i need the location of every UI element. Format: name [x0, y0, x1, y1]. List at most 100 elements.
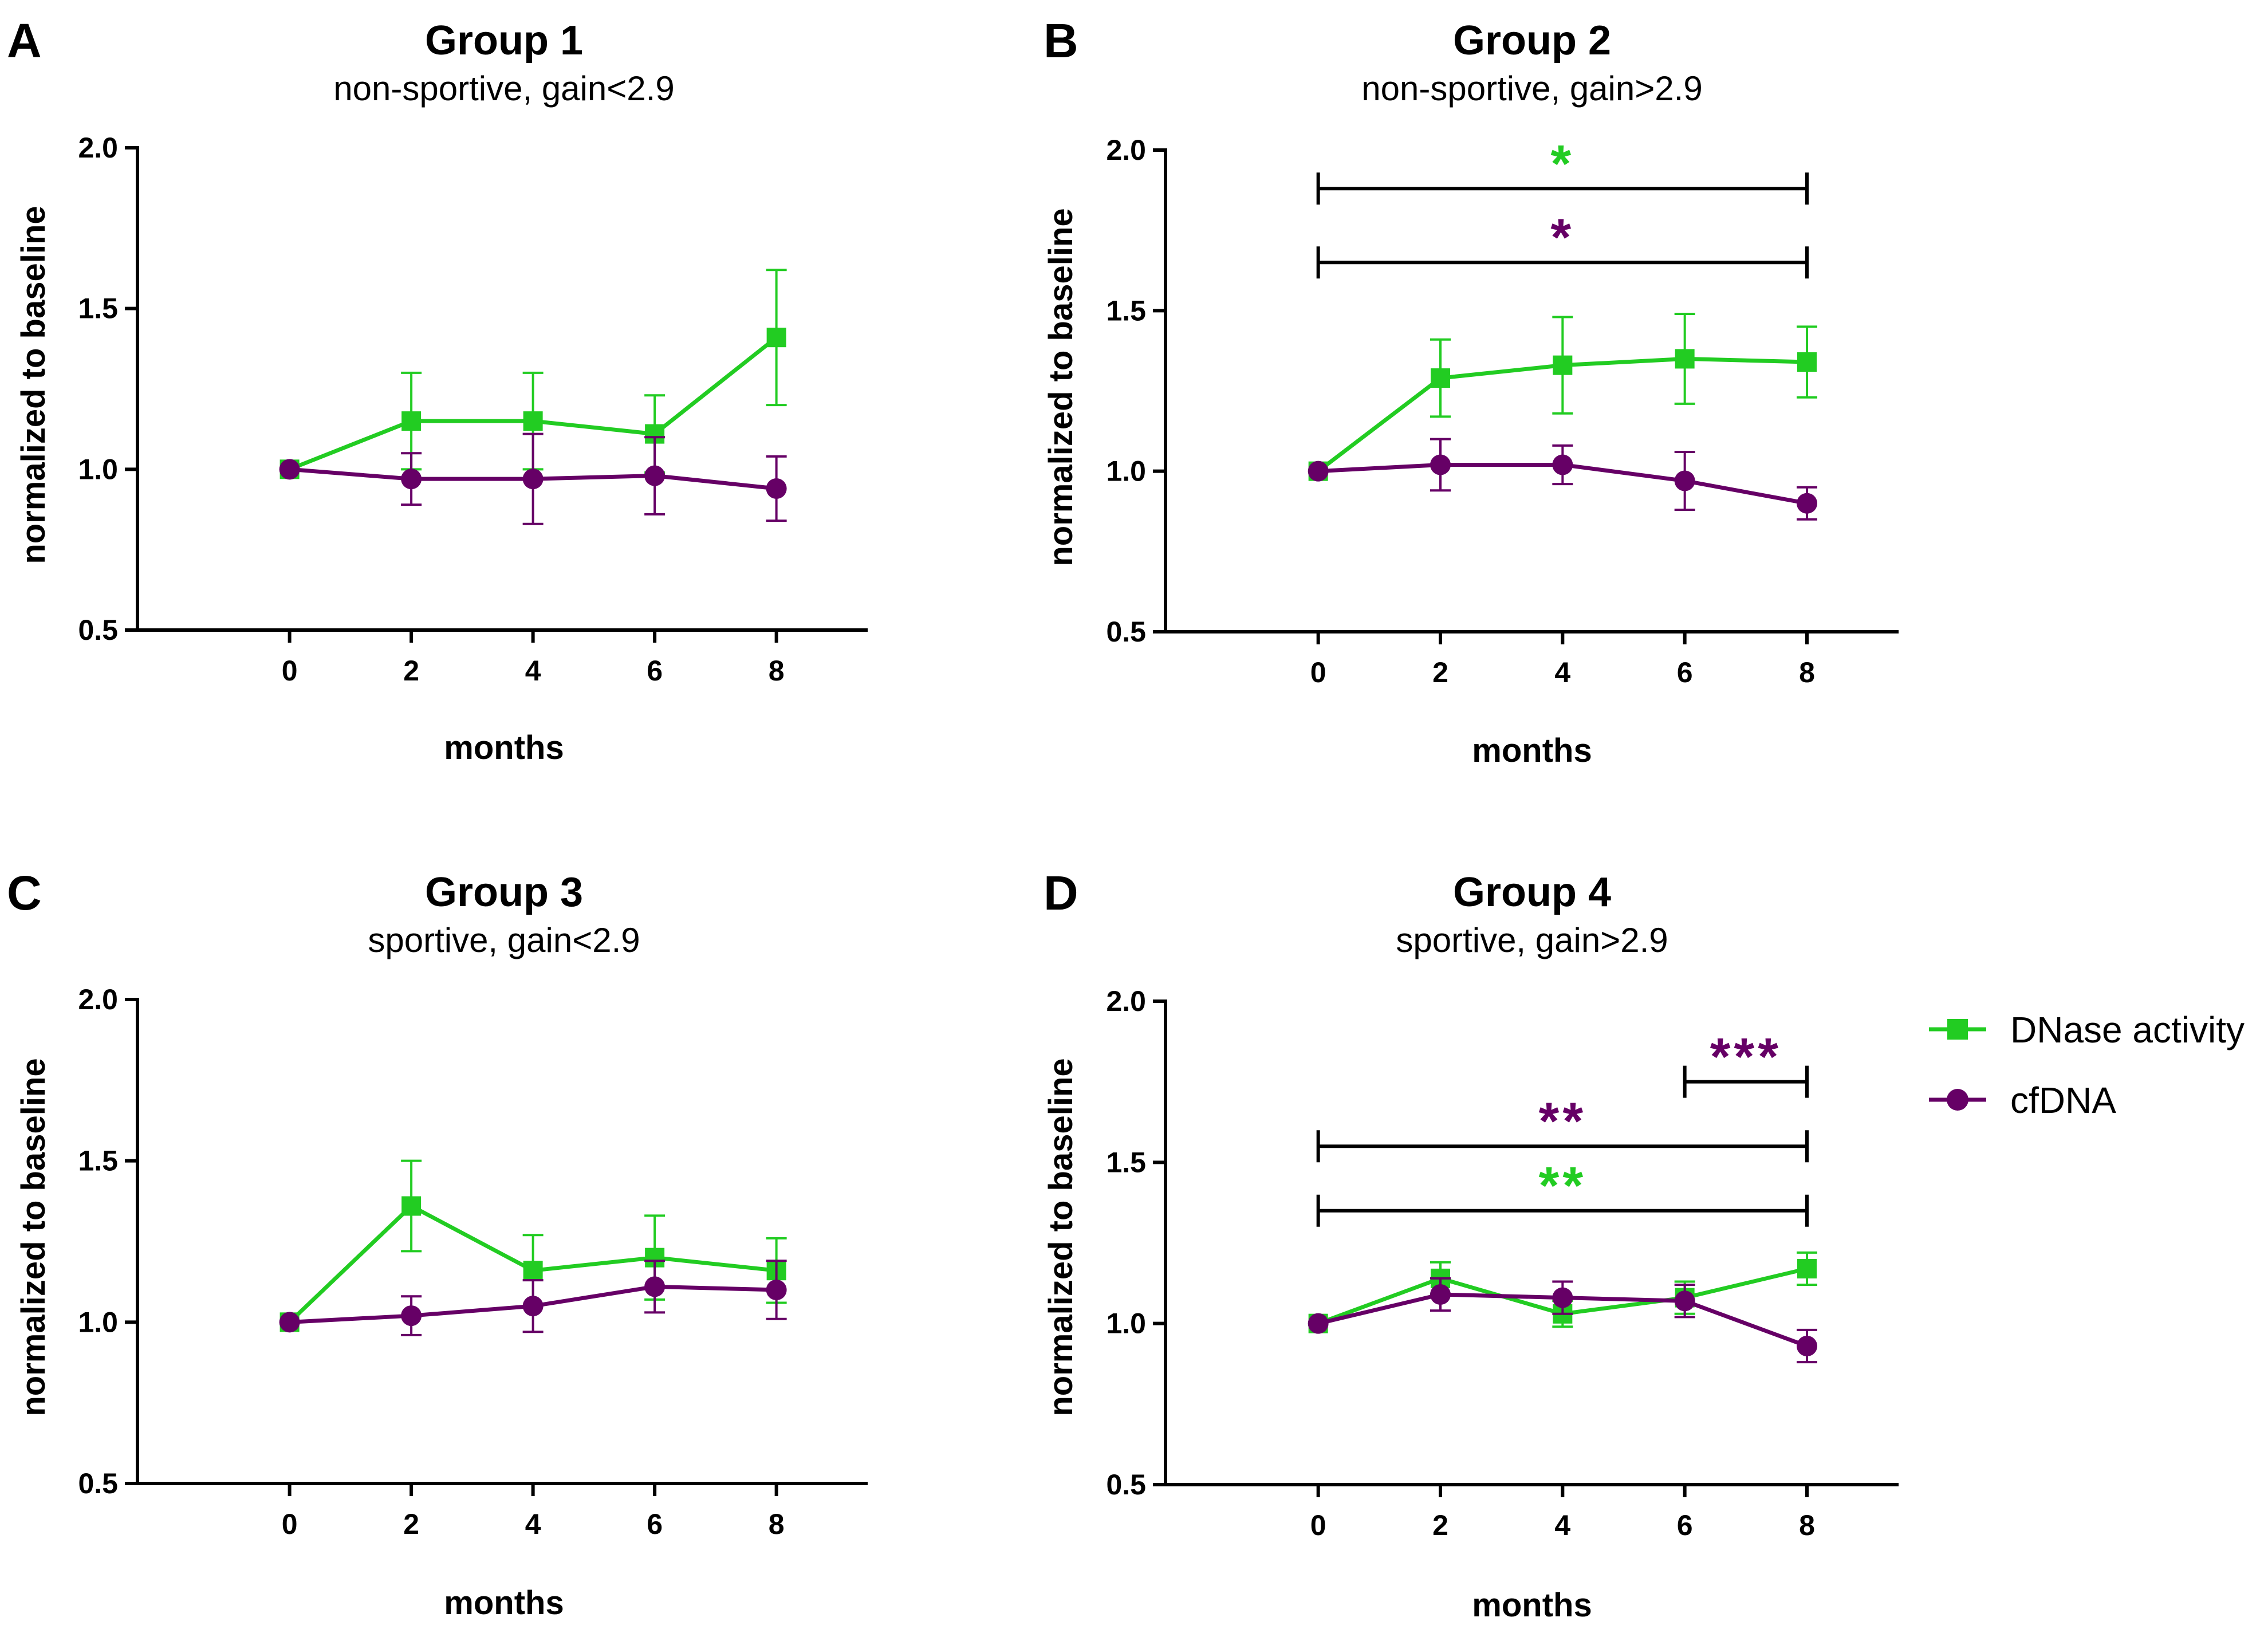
data-point-cfdna-b: [1674, 470, 1695, 491]
x-tick-label-a: 4: [525, 655, 541, 687]
y-tick-label-b: 2.0: [1106, 134, 1146, 166]
y-tick-label-c: 2.0: [78, 983, 118, 1016]
y-tick-label-c: 0.5: [78, 1467, 118, 1500]
data-point-dnase-c: [523, 1261, 543, 1281]
x-tick-label-a: 6: [647, 655, 663, 687]
legend-item-dnase: DNase activity: [1929, 1009, 2245, 1050]
data-point-cfdna-a: [644, 465, 666, 486]
data-point-cfdna-a: [401, 469, 422, 490]
chart-title-c: Group 3: [425, 869, 583, 915]
x-axis-label-b: months: [1472, 732, 1592, 769]
panel-letter-b: B: [1044, 14, 1078, 68]
y-tick-label-b: 1.0: [1106, 455, 1146, 487]
data-point-cfdna-a: [279, 459, 300, 480]
y-tick-label-c: 1.5: [78, 1145, 118, 1177]
data-point-cfdna-c: [279, 1312, 300, 1333]
data-point-dnase-b: [1797, 352, 1817, 372]
panel-letter-a: A: [7, 14, 42, 68]
y-axis-label-b: normalized to baseline: [1042, 208, 1080, 566]
data-point-cfdna-c: [644, 1276, 666, 1297]
x-tick-label-b: 2: [1432, 656, 1448, 688]
legend-marker-square: [1947, 1019, 1968, 1040]
x-tick-label-b: 8: [1799, 656, 1815, 688]
data-point-dnase-b: [1553, 355, 1573, 375]
x-tick-label-c: 6: [647, 1508, 663, 1540]
panel-b: B Group 2 non-sportive, gain>2.9 normali…: [1042, 14, 1899, 769]
chart-title-a: Group 1: [425, 18, 583, 64]
y-tick-label-a: 2.0: [78, 132, 118, 164]
x-tick-label-c: 8: [769, 1508, 785, 1540]
significance-stars-d: **: [1539, 1157, 1587, 1215]
x-axis-label-c: months: [444, 1584, 564, 1622]
panel-a: A Group 1 non-sportive, gain<2.9 normali…: [7, 14, 868, 766]
legend: DNase activity cfDNA: [1929, 1009, 2245, 1121]
y-tick-label-d: 0.5: [1106, 1469, 1146, 1501]
y-tick-label-b: 1.5: [1106, 294, 1146, 326]
chart-subtitle-b: non-sportive, gain>2.9: [1361, 69, 1702, 108]
chart-title-d: Group 4: [1453, 869, 1611, 915]
data-point-cfdna-d: [1674, 1290, 1695, 1312]
x-tick-label-c: 0: [282, 1508, 298, 1540]
data-point-dnase-a: [766, 328, 786, 348]
x-tick-label-c: 2: [403, 1508, 419, 1540]
data-point-dnase-c: [401, 1196, 422, 1216]
y-tick-label-b: 0.5: [1106, 616, 1146, 648]
data-point-cfdna-d: [1430, 1284, 1451, 1305]
y-tick-label-d: 2.0: [1106, 985, 1146, 1017]
chart-subtitle-a: non-sportive, gain<2.9: [333, 69, 674, 108]
panel-d: D Group 4 sportive, gain>2.9 normalized …: [1042, 866, 1899, 1624]
x-tick-label-d: 4: [1554, 1509, 1570, 1541]
data-point-dnase-b: [1431, 368, 1450, 388]
data-point-cfdna-b: [1430, 454, 1451, 475]
data-point-cfdna-d: [1797, 1336, 1817, 1357]
x-tick-label-b: 0: [1310, 656, 1326, 688]
data-point-cfdna-c: [401, 1305, 422, 1327]
x-tick-label-c: 4: [525, 1508, 541, 1540]
x-tick-label-d: 8: [1799, 1509, 1815, 1541]
data-point-cfdna-a: [766, 478, 787, 499]
data-point-dnase-b: [1675, 349, 1695, 369]
x-tick-label-d: 0: [1310, 1509, 1326, 1541]
data-point-cfdna-c: [766, 1280, 787, 1300]
y-tick-label-c: 1.0: [78, 1306, 118, 1338]
data-point-dnase-a: [401, 411, 422, 431]
data-point-cfdna-c: [522, 1296, 544, 1317]
y-tick-label-a: 0.5: [78, 614, 118, 646]
significance-stars-b: *: [1550, 208, 1574, 267]
legend-marker-circle: [1947, 1089, 1968, 1111]
legend-item-cfdna: cfDNA: [1929, 1080, 2116, 1121]
y-tick-label-a: 1.5: [78, 293, 118, 325]
y-axis-label-c: normalized to baseline: [15, 1058, 52, 1416]
data-point-cfdna-b: [1552, 454, 1573, 475]
x-tick-label-b: 4: [1554, 656, 1570, 688]
x-axis-label-a: months: [444, 729, 564, 766]
significance-stars-b: *: [1550, 135, 1574, 193]
legend-label-dnase: DNase activity: [2010, 1009, 2245, 1050]
x-tick-label-d: 2: [1432, 1509, 1448, 1541]
chart-subtitle-c: sportive, gain<2.9: [368, 921, 640, 959]
chart-subtitle-d: sportive, gain>2.9: [1396, 921, 1668, 959]
y-tick-label-a: 1.0: [78, 453, 118, 485]
y-tick-label-d: 1.0: [1106, 1308, 1146, 1340]
data-point-cfdna-b: [1797, 493, 1817, 514]
legend-label-cfdna: cfDNA: [2010, 1080, 2116, 1121]
panel-c: C Group 3 sportive, gain<2.9 normalized …: [7, 866, 868, 1622]
x-tick-label-a: 0: [282, 655, 298, 687]
x-tick-label-b: 6: [1677, 656, 1693, 688]
data-point-dnase-d: [1797, 1259, 1817, 1279]
data-point-cfdna-d: [1308, 1313, 1329, 1334]
data-point-cfdna-d: [1552, 1287, 1573, 1308]
x-tick-label-d: 6: [1677, 1509, 1693, 1541]
y-tick-label-d: 1.5: [1106, 1146, 1146, 1178]
x-tick-label-a: 2: [403, 655, 419, 687]
significance-stars-d: **: [1539, 1092, 1587, 1151]
significance-stars-d: ***: [1710, 1028, 1782, 1087]
y-axis-label-d: normalized to baseline: [1042, 1058, 1080, 1416]
panel-letter-c: C: [7, 866, 42, 920]
x-tick-label-a: 8: [769, 655, 785, 687]
data-point-dnase-a: [523, 411, 543, 431]
data-point-cfdna-b: [1308, 461, 1329, 482]
x-axis-label-d: months: [1472, 1587, 1592, 1624]
